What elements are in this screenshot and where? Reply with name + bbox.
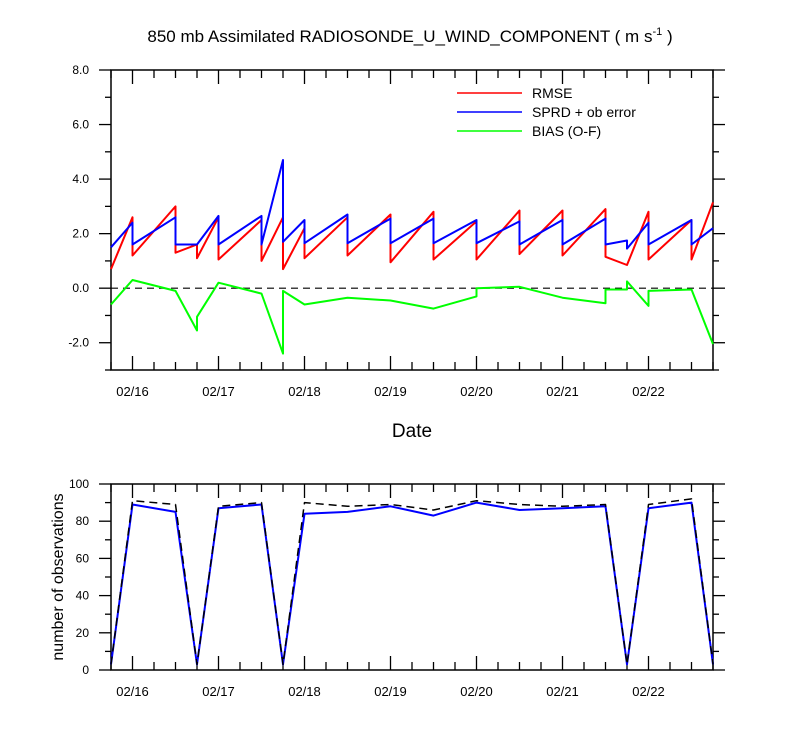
bottom-series-layer bbox=[110, 498, 714, 666]
legend-label: BIAS (O-F) bbox=[532, 123, 601, 139]
y-tick-label: 60 bbox=[76, 551, 90, 565]
chart-title: 850 mb Assimilated RADIOSONDE_U_WIND_COM… bbox=[147, 26, 672, 46]
chart-title-tail: ) bbox=[662, 27, 672, 46]
x-tick-label: 02/17 bbox=[202, 684, 235, 699]
x-tick-label: 02/19 bbox=[374, 384, 407, 399]
legend-label: SPRD + ob error bbox=[532, 104, 636, 120]
y-tick-label: 6.0 bbox=[72, 118, 89, 132]
x-tick-label: 02/18 bbox=[288, 684, 321, 699]
top-chart: 02/16 02/17 02/18 02/19 02/20 02/21 02/22 8.0 6.… bbox=[68, 63, 725, 442]
bottom-axis-labels: 02/16 02/17 02/18 02/19 02/20 02/21 02/22 100 80… bbox=[69, 477, 665, 699]
y-tick-label: 2.0 bbox=[72, 227, 89, 241]
top-series-layer bbox=[110, 159, 714, 355]
y-tick-label: -2.0 bbox=[68, 336, 89, 350]
x-tick-label: 02/19 bbox=[374, 684, 407, 699]
series-line-bias-o-f bbox=[110, 279, 714, 355]
legend: RMSE SPRD + ob error BIAS (O-F) bbox=[457, 85, 636, 139]
y-tick-label: 0 bbox=[82, 663, 89, 677]
x-tick-label: 02/20 bbox=[460, 384, 493, 399]
x-tick-label: 02/16 bbox=[116, 684, 149, 699]
x-tick-label: 02/21 bbox=[546, 684, 579, 699]
y-tick-label: 20 bbox=[76, 626, 90, 640]
x-tick-label: 02/17 bbox=[202, 384, 235, 399]
series-line-solid bbox=[110, 501, 714, 666]
legend-label: RMSE bbox=[532, 85, 572, 101]
bottom-axis-ticks bbox=[99, 483, 725, 671]
series-line-dashed bbox=[110, 498, 714, 666]
x-tick-label: 02/22 bbox=[632, 384, 665, 399]
series-line-rmse bbox=[110, 201, 714, 271]
y-tick-label: 100 bbox=[69, 477, 89, 491]
bottom-chart: 02/16 02/17 02/18 02/19 02/20 02/21 02/22 100 80… bbox=[50, 477, 725, 699]
y-tick-label: 0.0 bbox=[72, 281, 89, 295]
top-axis-ticks bbox=[99, 69, 725, 371]
top-axis-labels: 02/16 02/17 02/18 02/19 02/20 02/21 02/22 8.0 6.… bbox=[68, 63, 664, 399]
x-tick-label: 02/22 bbox=[632, 684, 665, 699]
x-tick-label: 02/21 bbox=[546, 384, 579, 399]
chart-title-main: 850 mb Assimilated RADIOSONDE_U_WIND_COM… bbox=[147, 27, 652, 46]
x-tick-label: 02/16 bbox=[116, 384, 149, 399]
y-axis-label: number of observations bbox=[50, 493, 67, 660]
x-tick-label: 02/18 bbox=[288, 384, 321, 399]
series-line-sprd-ob-error bbox=[110, 159, 714, 250]
chart-title-superscript: -1 bbox=[652, 26, 662, 38]
y-tick-label: 40 bbox=[76, 589, 90, 603]
y-tick-label: 4.0 bbox=[72, 172, 89, 186]
y-tick-label: 80 bbox=[76, 514, 90, 528]
y-tick-label: 8.0 bbox=[72, 63, 89, 77]
x-axis-label: Date bbox=[392, 421, 432, 442]
x-tick-label: 02/20 bbox=[460, 684, 493, 699]
